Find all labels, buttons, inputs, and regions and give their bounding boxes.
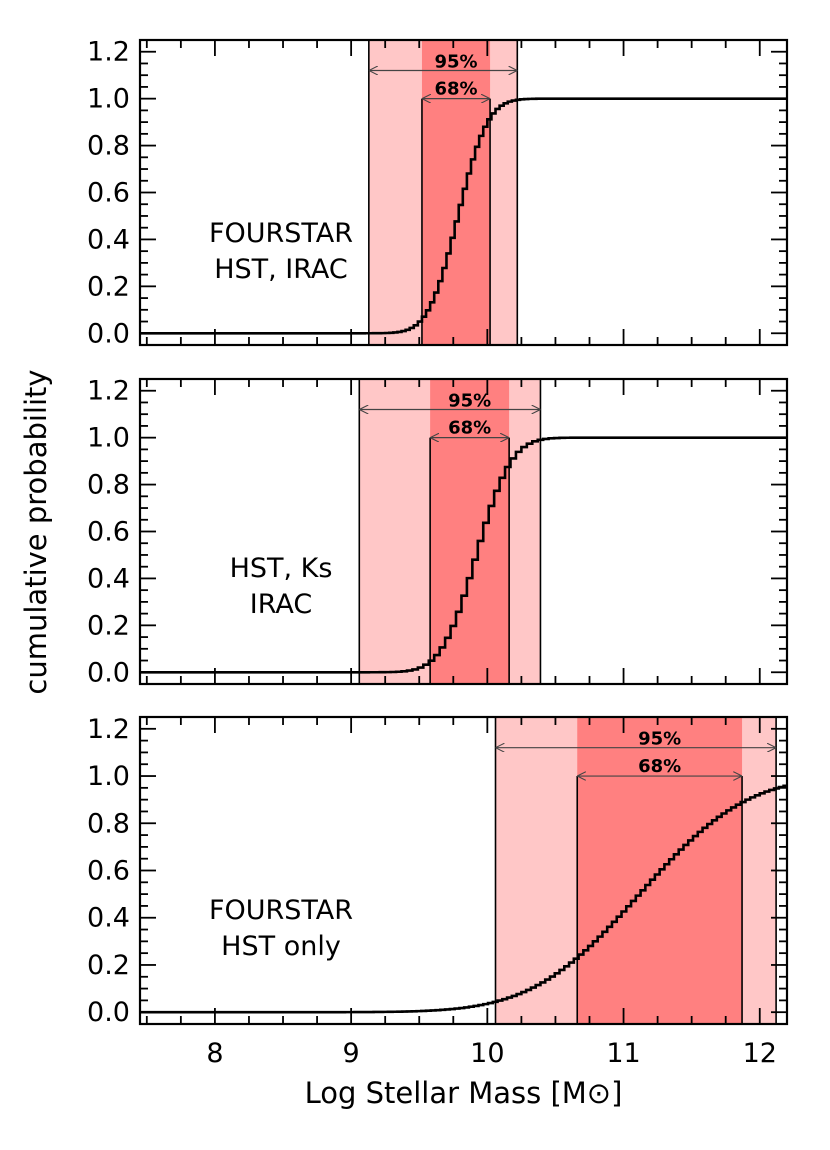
x-axis-title: Log Stellar Mass [M⊙] — [305, 1076, 623, 1110]
y-tick-label: 0.4 — [87, 903, 130, 934]
panel-label-line-1: FOURSTAR — [209, 895, 353, 926]
cdf-curve — [140, 97, 787, 335]
y-tick-label: 0.6 — [87, 178, 130, 209]
y-tick-label: 0.4 — [87, 563, 130, 594]
y-tick-label: 0.2 — [87, 950, 130, 981]
x-tick-label: 10 — [470, 1038, 504, 1069]
x-tick-label: 11 — [606, 1038, 640, 1069]
y-axis-title: cumulative probability — [19, 369, 53, 694]
panel-2: 95% 68% 0.0 0.2 0.4 0.6 0.8 1.0 1.2 HST, Ks IRAC — [87, 376, 789, 688]
y-tick-label: 0.0 — [87, 997, 130, 1028]
y-tick-label: 1.2 — [87, 376, 130, 407]
y-tick-label: 0.8 — [87, 470, 130, 501]
ci68-label: 68% — [448, 418, 491, 439]
ci95-label: 95% — [448, 391, 491, 412]
y-tick-label: 0.4 — [87, 224, 130, 255]
x-tick-label: 12 — [743, 1038, 777, 1069]
ci68-band — [430, 379, 510, 684]
y-tick-label: 0.2 — [87, 610, 130, 641]
panel-label-line-2: HST, IRAC — [214, 254, 348, 285]
y-tick-label: 1.2 — [87, 714, 130, 745]
ci95-label: 95% — [434, 52, 477, 73]
cdf-curve — [140, 784, 787, 1014]
y-tick-label: 1.2 — [87, 37, 130, 68]
y-tick-label: 1.0 — [87, 761, 130, 792]
y-tick-label: 0.0 — [87, 318, 130, 349]
y-tick-label: 0.8 — [87, 131, 130, 162]
y-tick-label: 0.2 — [87, 271, 130, 302]
y-tick-label: 1.0 — [87, 84, 130, 115]
panel-3: 95% 68% 0.0 0.2 0.4 0.6 0.8 1.0 1.2 FOURSTAR HST o… — [87, 714, 789, 1069]
panel-label-line-2: HST only — [221, 931, 341, 962]
y-tick-label: 1.0 — [87, 423, 130, 454]
panel-label-line-1: FOURSTAR — [209, 218, 353, 249]
x-tick-label: 8 — [206, 1038, 223, 1069]
panel-1: 95% 68% 0.0 0.2 0.4 0.6 0.8 1.0 1.2 FOURSTAR HST, … — [87, 37, 789, 349]
ci68-label: 68% — [638, 756, 681, 777]
ci95-label: 95% — [638, 729, 681, 750]
y-tick-label: 0.6 — [87, 517, 130, 548]
panel-label-line-1: HST, Ks — [230, 553, 333, 584]
cdf-curve — [140, 436, 787, 674]
y-tick-label: 0.0 — [87, 657, 130, 688]
x-tick-label: 9 — [343, 1038, 360, 1069]
panel-label-line-2: IRAC — [250, 589, 312, 620]
y-tick-label: 0.6 — [87, 856, 130, 887]
y-tick-label: 0.8 — [87, 808, 130, 839]
ci68-label: 68% — [434, 79, 477, 100]
